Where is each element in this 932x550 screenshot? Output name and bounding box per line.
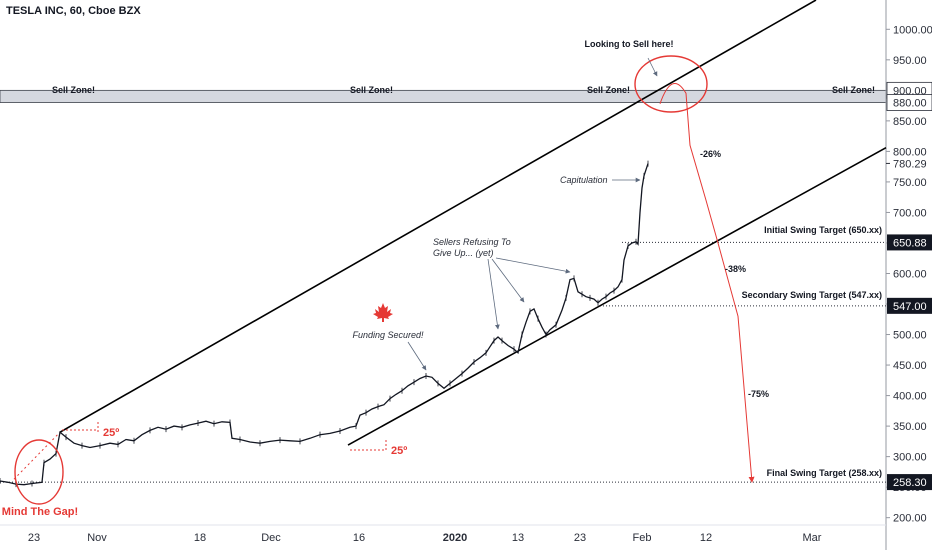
y-tick-label: 600.00 [893,268,927,280]
y-tick-label: 400.00 [893,391,927,403]
funding-arrow [407,341,427,371]
pct-label: -38% [725,264,746,274]
sellers-refusing-label: Sellers Refusing To [433,237,511,247]
y-tick-label: 800.00 [893,146,927,158]
channel-lower-line [347,147,887,446]
funding-secured-label: Funding Secured! [352,330,424,340]
sell-zone-label: Sell Zone! [587,85,630,95]
channel-upper-line [59,0,817,433]
x-tick-label: 2020 [443,532,467,544]
x-tick-label: Mar [803,532,822,544]
initial-target-label: Initial Swing Target (650.xx) [764,225,882,235]
x-tick-label: 23 [28,532,40,544]
channel-extension-line [13,431,61,480]
final-target-label: Final Swing Target (258.xx) [767,468,882,478]
x-tick-label: Feb [633,532,652,544]
sell-zone-label: Sell Zone! [52,85,95,95]
projection-line [659,83,755,483]
sell-zone-label: Sell Zone! [350,85,393,95]
maple-leaf-icon [373,303,393,322]
sell-zone-band [0,89,887,103]
price-tag-bg [887,474,932,491]
gap-circle [14,439,64,505]
angle-marker-upper: 25º [62,422,119,439]
x-tick-label: 13 [512,532,524,544]
looking-to-sell-label: Looking to Sell here! [584,39,673,49]
x-tick-label: Nov [87,532,107,544]
sellers-arrow [491,258,525,303]
time-axis: 23 Nov 18 Dec 16 2020 13 23 Feb 12 Mar [28,532,822,544]
price-series [0,160,649,488]
x-tick-label: 16 [353,532,365,544]
angle-label: 25º [103,427,119,439]
sell-zone-rect [0,89,887,103]
x-tick-label: Dec [261,532,281,544]
x-tick-label: 12 [700,532,712,544]
y-tick-label: 750.00 [893,177,927,189]
price-tag-bg [887,234,932,251]
price-line [0,163,649,486]
price-tag-label: 258.30 [893,477,927,489]
pct-label: -75% [748,389,769,399]
price-tag-label: 650.88 [893,237,927,249]
looking-to-sell-arrow [647,57,658,77]
capitulation-label: Capitulation [560,175,608,185]
y-tick-label: 200.00 [893,513,927,525]
chart-title: TESLA INC, 60, Cboe BZX [6,5,141,17]
price-tag-label: 780.29 [893,158,927,170]
price-tag-bg [887,297,932,314]
y-tick-label: 1000.00 [893,24,932,36]
price-tag-label: 547.00 [893,301,927,313]
y-tick-label: 850.00 [893,116,927,128]
y-tick-label: 700.00 [893,207,927,219]
sellers-arrow [495,257,571,274]
angle-label: 25º [391,445,407,457]
mind-the-gap-label: Mind The Gap! [2,506,78,518]
sell-zone-label: Sell Zone! [832,85,875,95]
projection-path [659,83,755,483]
y-tick-label: 950.00 [893,55,927,67]
price-tag-bg [886,94,932,111]
sellers-arrow [487,258,500,330]
sell-target-circle [634,55,708,113]
price-tag-bg [887,156,932,171]
y-tick-label: 500.00 [893,330,927,342]
price-tag-label: 880.00 [893,98,927,110]
angle-marker-lower: 25º [350,440,407,457]
sellers-refusing-label: Give Up... (yet) [433,248,494,258]
pct-label: -26% [700,149,721,159]
secondary-target-label: Secondary Swing Target (547.xx) [742,290,882,300]
x-tick-label: 23 [574,532,586,544]
y-tick-label: 350.00 [893,421,927,433]
target-levels [0,241,886,483]
trend-channel [13,0,887,480]
y-tick-label: 300.00 [893,452,927,464]
x-tick-label: 18 [194,532,206,544]
y-tick-label: 450.00 [893,360,927,372]
